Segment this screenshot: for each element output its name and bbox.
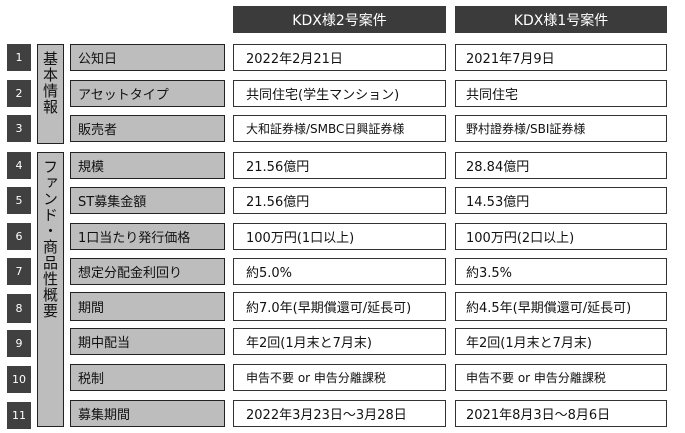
row-number: 2 (7, 80, 31, 107)
row-label: 公知日 (70, 44, 225, 71)
row-number: 7 (7, 258, 31, 285)
kdx1-value: 年2回(1月末と7月末) (455, 328, 667, 355)
kdx2-value: 共同住宅(学生マンション) (233, 80, 446, 107)
kdx2-value: 約7.0年(早期償還可/延長可) (233, 292, 446, 321)
kdx2-value: 2022年2月21日 (233, 44, 446, 71)
row-number: 10 (7, 366, 31, 393)
kdx1-value: 約3.5% (455, 258, 667, 285)
row-number: 5 (7, 187, 31, 214)
row-number: 8 (7, 294, 31, 323)
kdx2-value: 約5.0% (233, 258, 446, 285)
header-kdx2: KDX様2号案件 (233, 6, 446, 33)
row-label: アセットタイプ (70, 80, 225, 107)
kdx1-value: 野村證券様/SBI証券様 (455, 115, 667, 142)
row-number: 3 (7, 115, 31, 142)
row-number: 6 (7, 223, 31, 250)
kdx1-value: 2021年7月9日 (455, 44, 667, 71)
row-label: 想定分配金利回り (70, 258, 225, 285)
row-label: 販売者 (70, 115, 225, 142)
kdx2-value: 21.56億円 (233, 152, 446, 179)
row-number: 9 (7, 330, 31, 357)
kdx2-value: 21.56億円 (233, 187, 446, 214)
header-kdx1: KDX様1号案件 (455, 6, 667, 33)
kdx1-value: 共同住宅 (455, 80, 667, 107)
group-basic-info-label: 基本情報 (41, 51, 59, 115)
kdx1-value: 100万円(2口以上) (455, 223, 667, 250)
row-label: 期間 (70, 292, 225, 321)
group-fund-overview-label: ファンド・商品性概要 (41, 159, 59, 319)
group-fund-overview: ファンド・商品性概要 (37, 152, 64, 427)
kdx1-value: 28.84億円 (455, 152, 667, 179)
row-number: 1 (7, 44, 31, 71)
row-label: 募集期間 (70, 400, 225, 427)
group-basic-info: 基本情報 (37, 44, 64, 144)
kdx1-value: 約4.5年(早期償還可/延長可) (455, 292, 667, 321)
kdx1-value: 2021年8月3日～8月6日 (455, 400, 667, 427)
row-label: ST募集金額 (70, 187, 225, 214)
row-label: 期中配当 (70, 328, 225, 355)
row-number: 4 (7, 152, 31, 179)
row-label: 税制 (70, 364, 225, 391)
kdx1-value: 申告不要 or 申告分離課税 (455, 364, 667, 391)
row-label: 規模 (70, 152, 225, 179)
kdx2-value: 申告不要 or 申告分離課税 (233, 364, 446, 391)
kdx2-value: 大和証券様/SMBC日興証券様 (233, 115, 446, 142)
kdx2-value: 2022年3月23日～3月28日 (233, 400, 446, 427)
row-label: 1口当たり発行価格 (70, 223, 225, 250)
kdx2-value: 100万円(1口以上) (233, 223, 446, 250)
kdx2-value: 年2回(1月末と7月末) (233, 328, 446, 355)
row-number: 11 (7, 402, 31, 429)
kdx1-value: 14.53億円 (455, 187, 667, 214)
